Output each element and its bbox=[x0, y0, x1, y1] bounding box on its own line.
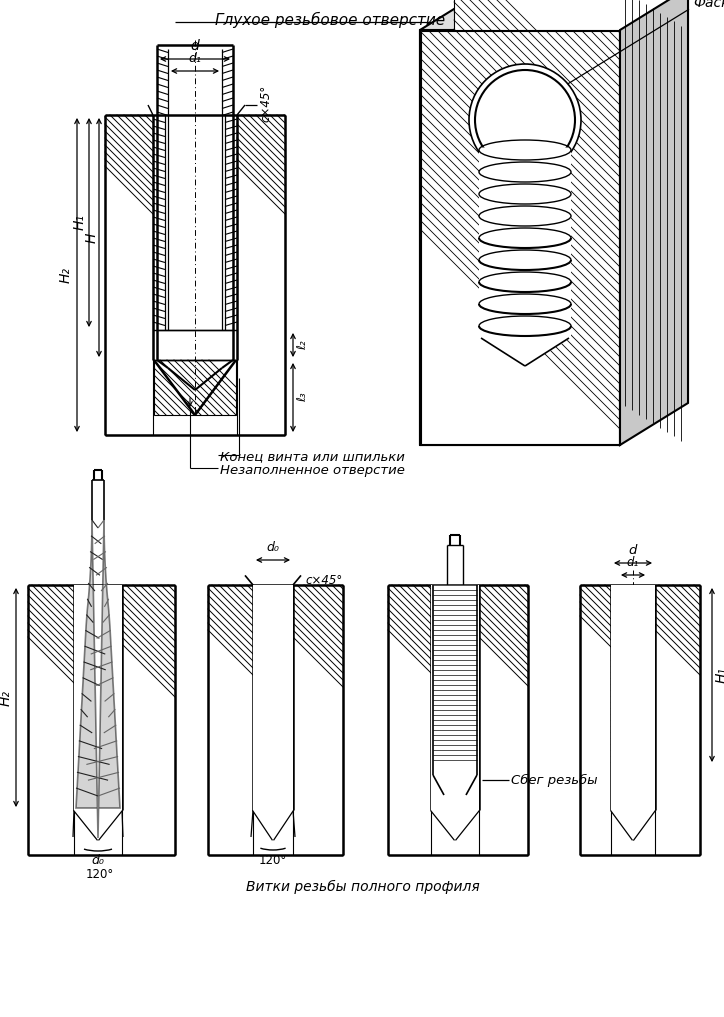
Ellipse shape bbox=[475, 70, 575, 170]
Polygon shape bbox=[620, 0, 688, 445]
Polygon shape bbox=[611, 585, 655, 840]
Polygon shape bbox=[253, 585, 293, 840]
Text: 120°: 120° bbox=[86, 868, 114, 881]
Text: d: d bbox=[190, 39, 199, 53]
Text: d: d bbox=[629, 544, 637, 557]
Polygon shape bbox=[421, 31, 619, 444]
Text: d₁: d₁ bbox=[627, 556, 639, 569]
Text: Витки резьбы полного профиля: Витки резьбы полного профиля bbox=[246, 880, 480, 894]
Polygon shape bbox=[208, 585, 253, 855]
Text: Конец винта или шпильки: Конец винта или шпильки bbox=[220, 450, 405, 463]
Polygon shape bbox=[388, 585, 431, 855]
Polygon shape bbox=[420, 0, 688, 29]
Text: c×45°: c×45° bbox=[305, 574, 342, 587]
Polygon shape bbox=[293, 585, 343, 855]
Text: Незаполненное отверстие: Незаполненное отверстие bbox=[220, 464, 405, 477]
Text: 120°: 120° bbox=[259, 854, 287, 868]
Polygon shape bbox=[479, 147, 571, 366]
Text: ℓ₃: ℓ₃ bbox=[297, 393, 309, 403]
Text: H: H bbox=[85, 232, 99, 243]
Polygon shape bbox=[431, 585, 479, 840]
Polygon shape bbox=[154, 360, 236, 415]
Text: d₀: d₀ bbox=[91, 854, 104, 868]
Text: Сбег резьбы: Сбег резьбы bbox=[511, 774, 597, 786]
Text: Глухое резьбовое отверстие: Глухое резьбовое отверстие bbox=[215, 12, 445, 28]
Polygon shape bbox=[76, 520, 120, 838]
Ellipse shape bbox=[469, 64, 581, 176]
Text: Фаска: Фаска bbox=[693, 0, 724, 10]
Polygon shape bbox=[237, 115, 285, 435]
Polygon shape bbox=[74, 585, 122, 840]
Text: d₀: d₀ bbox=[266, 541, 279, 554]
Text: H₂: H₂ bbox=[59, 267, 73, 283]
Text: ℓ₂: ℓ₂ bbox=[297, 341, 309, 350]
Polygon shape bbox=[454, 0, 686, 29]
Polygon shape bbox=[655, 585, 700, 855]
Polygon shape bbox=[28, 585, 74, 855]
Polygon shape bbox=[420, 29, 620, 445]
Text: H₁: H₁ bbox=[715, 667, 724, 683]
Text: d₁: d₁ bbox=[188, 52, 201, 65]
Polygon shape bbox=[580, 585, 611, 855]
Text: H₁: H₁ bbox=[73, 215, 87, 231]
Polygon shape bbox=[122, 585, 175, 855]
Text: c×45°: c×45° bbox=[259, 84, 272, 122]
Polygon shape bbox=[479, 585, 528, 855]
Polygon shape bbox=[105, 115, 153, 435]
Text: H₂: H₂ bbox=[0, 690, 13, 706]
